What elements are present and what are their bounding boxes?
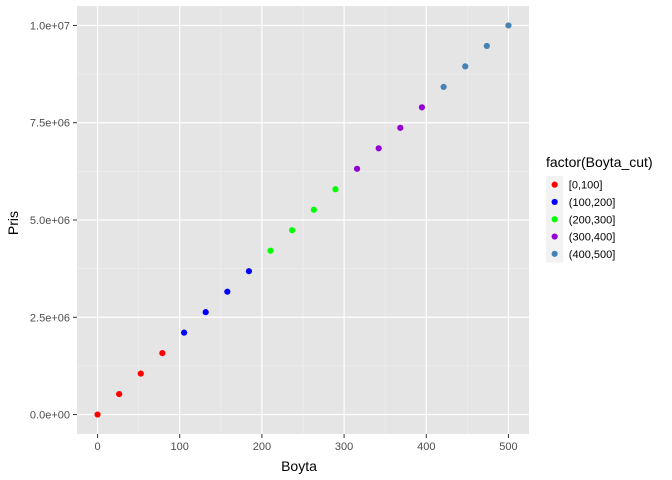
data-point (116, 390, 123, 398)
y-tick-label: 5.0e+06 (30, 215, 70, 227)
data-point (310, 206, 317, 213)
data-point (418, 104, 426, 111)
data-point (483, 42, 490, 50)
x-tick-label: 200 (253, 441, 271, 453)
y-tick-label: 2.5e+06 (30, 312, 70, 324)
legend-label: (200,300] (569, 214, 615, 226)
y-axis-title: Pris (5, 211, 21, 235)
data-point (353, 165, 361, 172)
data-point (505, 22, 512, 29)
y-tick-label: 0.0e+00 (30, 410, 70, 422)
legend-label: (400,500] (569, 249, 615, 261)
legend-marker (551, 250, 558, 257)
data-points (94, 22, 512, 418)
data-point (267, 247, 274, 254)
x-tick-label: 100 (171, 441, 189, 453)
data-point (289, 227, 296, 234)
x-tick-label: 400 (417, 441, 435, 453)
data-point (462, 63, 469, 70)
legend: factor(Boyta_cut) [0,100] (100,200] (200,3… (546, 154, 653, 263)
x-axis-ticks: 0 100 200 300 400 500 (94, 434, 518, 453)
legend-label: (100,200] (569, 197, 615, 209)
legend-marker (551, 198, 558, 206)
data-point (332, 186, 339, 193)
legend-label: [0,100] (569, 180, 603, 192)
legend-marker (551, 233, 558, 240)
data-point (180, 329, 188, 336)
data-point (224, 288, 231, 295)
x-tick-label: 300 (335, 441, 353, 453)
y-axis-ticks: 0.0e+00 2.5e+06 5.0e+06 7.5e+06 1.0e+07 (30, 20, 77, 422)
legend-marker (551, 181, 558, 188)
y-tick-label: 1.0e+07 (30, 20, 70, 32)
legend-label: (300,400] (569, 232, 615, 244)
data-point (397, 124, 404, 131)
data-point (440, 83, 447, 90)
data-point (159, 350, 166, 357)
data-point (202, 309, 209, 316)
data-point (245, 268, 253, 275)
data-point (375, 145, 382, 152)
x-axis-title: Boyta (281, 458, 317, 474)
x-tick-label: 500 (499, 441, 517, 453)
legend-title: factor(Boyta_cut) (546, 154, 653, 170)
y-tick-label: 7.5e+06 (30, 118, 70, 130)
major-gridlines (77, 6, 529, 434)
data-point (94, 411, 101, 418)
legend-marker (551, 216, 558, 223)
x-tick-label: 0 (94, 441, 100, 453)
data-point (137, 370, 144, 377)
